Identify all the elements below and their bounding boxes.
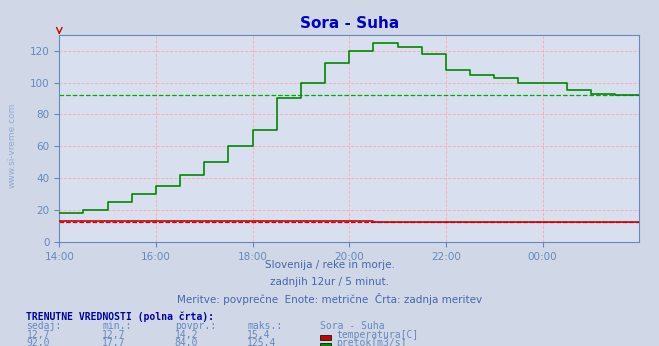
Text: www.si-vreme.com: www.si-vreme.com (8, 103, 17, 188)
Text: 15,4: 15,4 (247, 330, 271, 340)
Text: Sora - Suha: Sora - Suha (320, 321, 384, 331)
Text: sedaj:: sedaj: (26, 321, 61, 331)
Text: maks.:: maks.: (247, 321, 282, 331)
Text: min.:: min.: (102, 321, 132, 331)
Text: pretok[m3/s]: pretok[m3/s] (336, 338, 407, 346)
Text: 12,7: 12,7 (26, 330, 50, 340)
Title: Sora - Suha: Sora - Suha (300, 16, 399, 31)
Text: Slovenija / reke in morje.: Slovenija / reke in morje. (264, 260, 395, 270)
Text: 84,0: 84,0 (175, 338, 198, 346)
Text: povpr.:: povpr.: (175, 321, 215, 331)
Text: 12,7: 12,7 (102, 330, 126, 340)
Text: 92,0: 92,0 (26, 338, 50, 346)
Text: 17,7: 17,7 (102, 338, 126, 346)
Text: 14,2: 14,2 (175, 330, 198, 340)
Text: temperatura[C]: temperatura[C] (336, 330, 418, 340)
Text: Meritve: povprečne  Enote: metrične  Črta: zadnja meritev: Meritve: povprečne Enote: metrične Črta:… (177, 293, 482, 305)
Text: TRENUTNE VREDNOSTI (polna črta):: TRENUTNE VREDNOSTI (polna črta): (26, 311, 214, 322)
Text: 125,4: 125,4 (247, 338, 277, 346)
Text: zadnjih 12ur / 5 minut.: zadnjih 12ur / 5 minut. (270, 277, 389, 288)
